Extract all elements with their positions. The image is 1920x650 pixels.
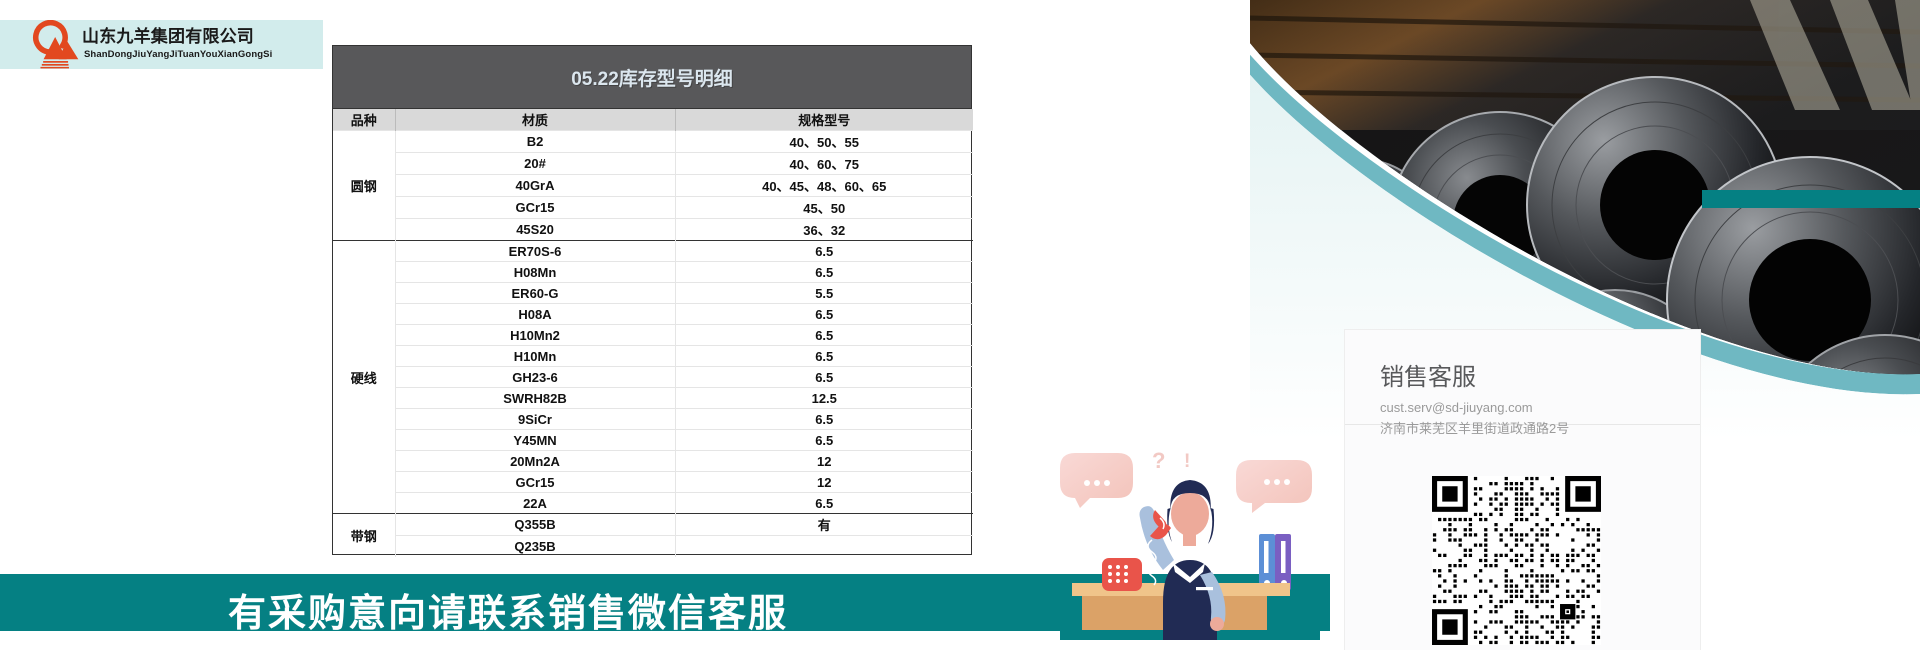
svg-text:?: ?	[1152, 448, 1165, 473]
svg-text:!: !	[1184, 451, 1190, 472]
